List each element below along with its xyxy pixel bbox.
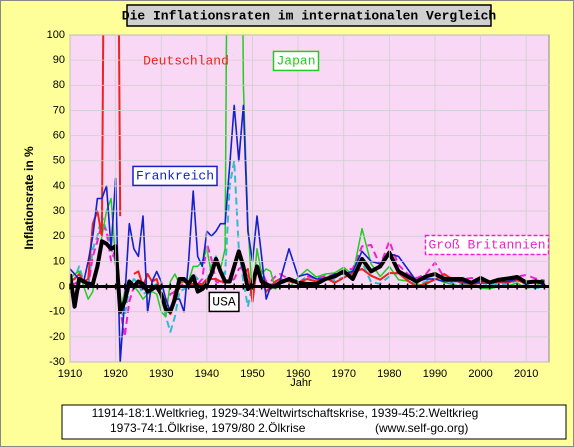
legend-box: [208, 291, 240, 313]
x-tick-label: 1970: [331, 368, 355, 380]
y-tick-label: 90: [53, 54, 65, 66]
legend-label: Japan: [276, 53, 315, 68]
y-tick-label: 30: [53, 205, 65, 217]
plot-area: [69, 34, 550, 363]
x-tick-label: 2010: [514, 368, 538, 380]
y-tick-label: 70: [53, 104, 65, 116]
y-tick-label: 20: [53, 230, 65, 242]
x-tick-label: 1990: [423, 368, 447, 380]
y-tick-label: -10: [49, 306, 65, 318]
x-tick-label: 1910: [58, 368, 82, 380]
note: 1973-74:1.Ölkrise, 1979/80 2.Ölkrise: [110, 421, 306, 435]
legend-label: Frankreich: [136, 168, 214, 183]
legend-label: Deutschland: [143, 53, 229, 68]
y-tick-label: -30: [49, 356, 65, 368]
x-tick-label: 1960: [286, 368, 310, 380]
y-tick-label: 100: [47, 29, 65, 41]
y-tick-label: 50: [53, 155, 65, 167]
legend-box: [272, 50, 320, 72]
note: 11914-18:1.Weltkrieg, 1929-34:Weltwirtsc…: [92, 406, 479, 420]
y-tick-label: 10: [53, 255, 65, 267]
y-axis-label: Inflationsrate in %: [22, 146, 36, 250]
y-tick-label: 40: [53, 180, 65, 192]
legend-box: [424, 234, 550, 256]
y-tick-label: 80: [53, 79, 65, 91]
series-line: [70, 239, 545, 314]
legend-box: [132, 165, 218, 187]
y-tick-label: 60: [53, 130, 65, 142]
legend-label: Groß Britannien: [428, 237, 545, 252]
series-line: [70, 222, 545, 338]
x-tick-label: 1930: [149, 368, 173, 380]
note: (www.self-go.org): [375, 421, 468, 435]
legend-label: USA: [212, 294, 236, 309]
x-axis-label: Jahr: [290, 377, 312, 389]
x-tick-label: 1920: [103, 368, 127, 380]
x-tick-label: 2000: [468, 368, 492, 380]
title-box: [126, 4, 492, 27]
x-tick-label: 1940: [195, 368, 219, 380]
x-tick-label: 1980: [377, 368, 401, 380]
chart-title: Die Inflationsraten im internationalen V…: [122, 8, 497, 23]
x-tick-label: 1950: [240, 368, 264, 380]
y-tick-label: 0: [59, 280, 65, 292]
notes-box: [61, 404, 567, 440]
y-tick-label: -20: [49, 331, 65, 343]
